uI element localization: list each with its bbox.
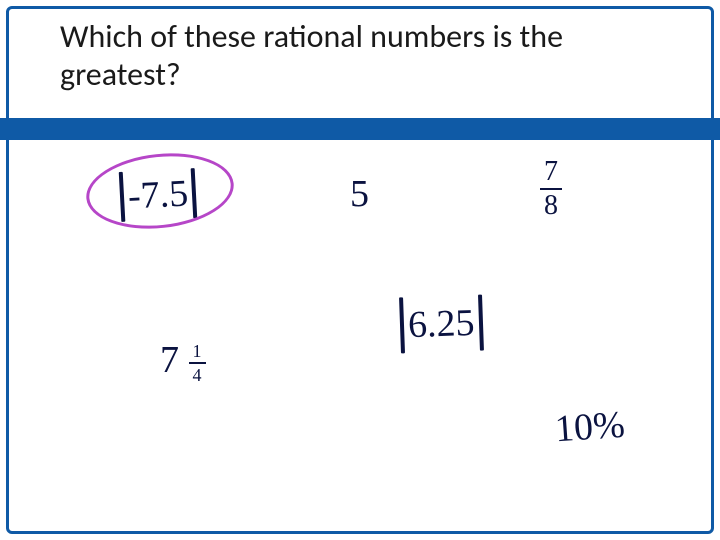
slide: Which of these rational numbers is the g… (0, 0, 720, 540)
answer-d: 7 14 (160, 338, 206, 384)
answer-f: 10% (554, 403, 627, 452)
answer-b: 5 (350, 172, 369, 216)
answer-c: 78 (540, 158, 562, 220)
question-title: Which of these rational numbers is the g… (60, 18, 660, 95)
title-text: Which of these rational numbers is the g… (60, 17, 563, 94)
title-underline (0, 118, 720, 140)
answer-e: 6.25 (399, 295, 483, 354)
answer-a: -7.5 (119, 168, 198, 222)
